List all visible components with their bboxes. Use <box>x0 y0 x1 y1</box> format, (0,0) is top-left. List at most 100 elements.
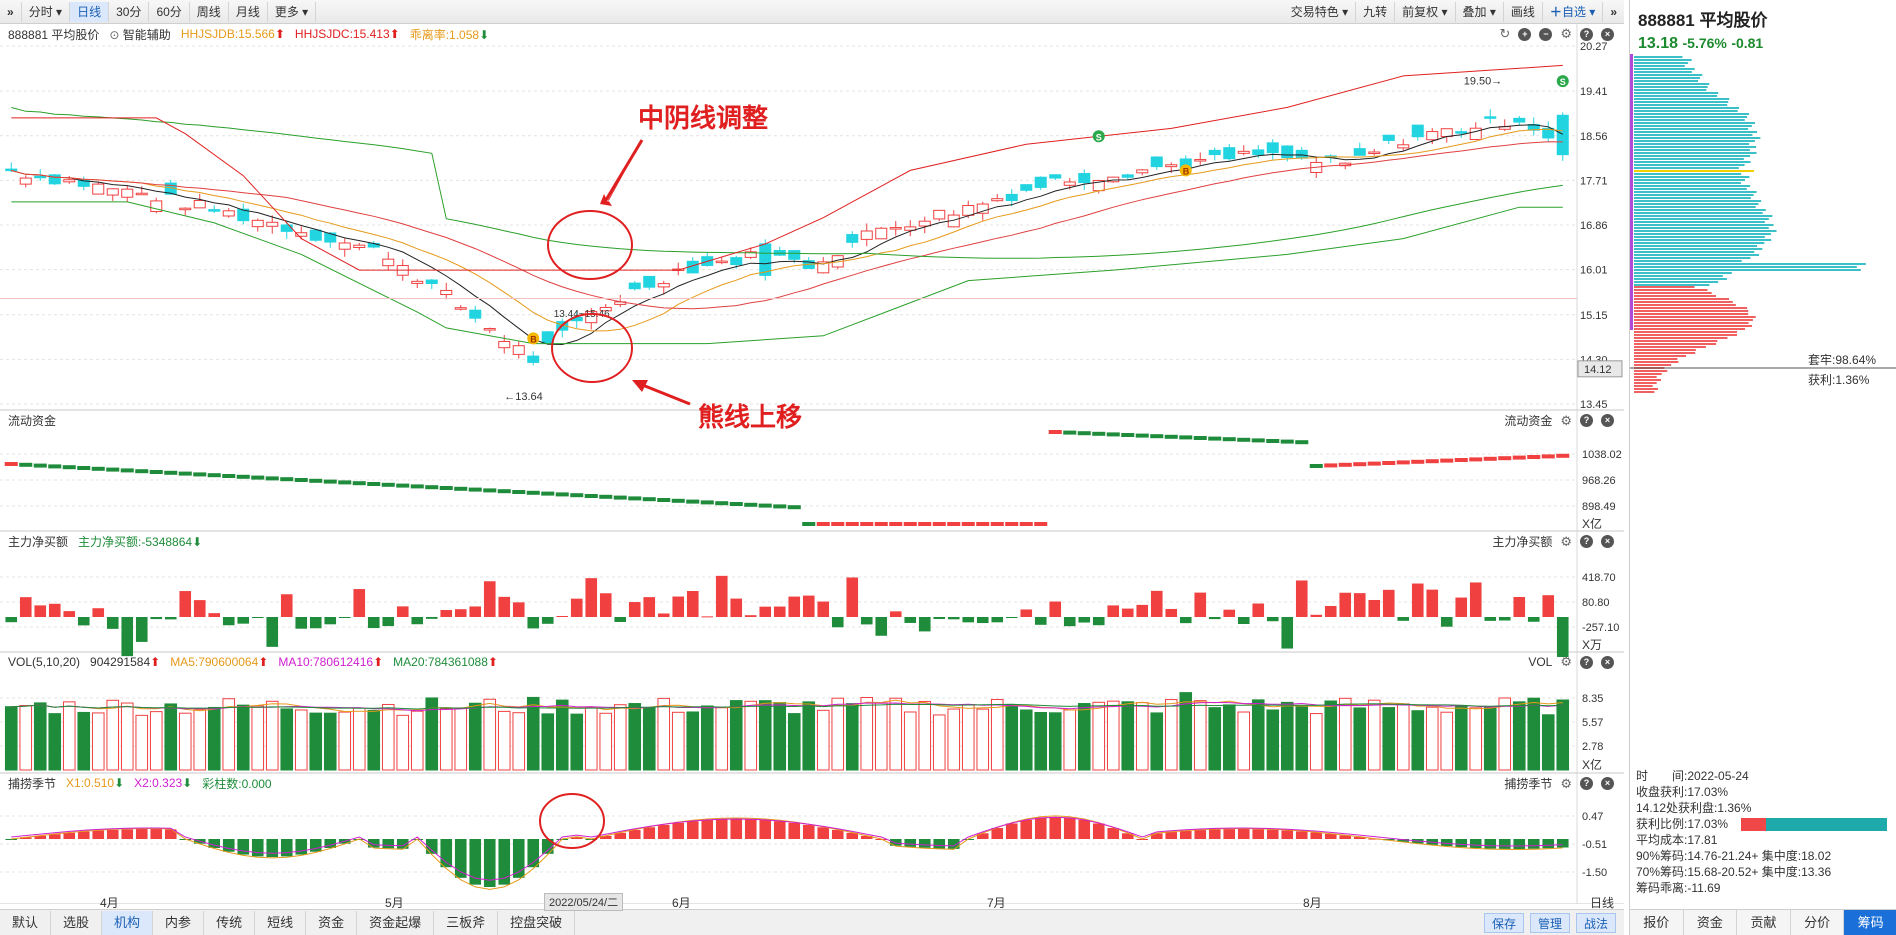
settings-icon[interactable]: ⚙ <box>1560 412 1572 428</box>
close-icon[interactable]: × <box>1601 535 1614 548</box>
candle-down <box>1353 148 1366 156</box>
trade-feature-menu[interactable]: 交易特色 ▾ <box>1284 1 1357 22</box>
tab-more[interactable]: 更多 ▾ <box>268 1 317 22</box>
season-bar <box>730 819 743 839</box>
zoom-out-icon[interactable]: − <box>1539 27 1553 41</box>
mainforce-bar <box>1353 593 1366 617</box>
close-icon[interactable]: × <box>1601 655 1614 669</box>
tab-capital[interactable]: 资金 <box>1684 910 1738 935</box>
help-icon[interactable]: ? <box>1580 777 1593 790</box>
refresh-icon[interactable]: ↻ <box>1499 26 1511 41</box>
settings-icon[interactable]: ⚙ <box>1560 26 1572 41</box>
tab-funds[interactable]: 资金 <box>306 910 358 935</box>
season-bar <box>92 830 105 839</box>
volume-bar <box>1483 706 1497 771</box>
candles-group <box>5 109 1569 366</box>
chip-bar-profit <box>1634 221 1765 223</box>
tab-price-distribution[interactable]: 分价 <box>1791 910 1845 935</box>
tab-traditional[interactable]: 传统 <box>204 910 256 935</box>
liquidity-bar <box>889 522 903 526</box>
add-watchlist-button[interactable]: ＋自选 ▾ <box>1543 1 1604 22</box>
profit-ratio-bar <box>1741 818 1887 831</box>
close-icon[interactable]: × <box>1601 777 1614 790</box>
tab-quote[interactable]: 报价 <box>1630 910 1684 935</box>
tab-30min[interactable]: 30分 <box>109 1 150 22</box>
liquidity-bar <box>1005 522 1019 526</box>
help-icon[interactable]: ? <box>1580 27 1593 41</box>
tab-three-axes[interactable]: 三板斧 <box>434 910 499 935</box>
strategy-button[interactable]: 战法 <box>1575 912 1616 933</box>
tab-default[interactable]: 默认 <box>0 910 52 935</box>
close-icon[interactable]: × <box>1601 414 1614 427</box>
liquidity-bar <box>178 471 192 476</box>
chip-bar-profit <box>1634 218 1769 220</box>
info-time: 时 间:2022-05-24 <box>1636 769 1749 783</box>
chip-bar-trapped <box>1634 292 1712 294</box>
volume-title: VOL(5,10,20) <box>8 655 81 669</box>
tab-shortline[interactable]: 短线 <box>255 910 307 935</box>
chip-bar-trapped <box>1634 385 1653 387</box>
tab-fund-burst[interactable]: 资金起爆 <box>357 910 435 935</box>
tab-institution[interactable]: 机构 <box>102 910 154 935</box>
season-bar <box>454 839 467 878</box>
mainforce-bar <box>1455 597 1468 617</box>
help-icon[interactable]: ? <box>1580 414 1593 427</box>
adjust-menu[interactable]: 前复权 ▾ <box>1395 1 1456 22</box>
save-button[interactable]: 保存 <box>1483 912 1524 933</box>
season-bar <box>1078 819 1091 839</box>
help-icon[interactable]: ? <box>1580 535 1593 548</box>
jiuzhuan-button[interactable]: 九转 <box>1356 1 1396 22</box>
liquidity-tick: 1038.02 <box>1582 449 1622 461</box>
chip-bar-trapped <box>1634 355 1687 357</box>
draw-line-button[interactable]: 画线 <box>1504 1 1543 22</box>
manage-button[interactable]: 管理 <box>1529 912 1570 933</box>
candle-up <box>860 230 873 240</box>
y-tick-label: 16.86 <box>1580 220 1608 232</box>
volume-bar <box>947 708 961 771</box>
settings-icon[interactable]: ⚙ <box>1560 654 1572 669</box>
liquidity-bar <box>497 489 511 494</box>
help-icon[interactable]: ? <box>1580 655 1593 669</box>
mainforce-bar <box>1223 609 1236 617</box>
liquidity-bar <box>628 496 642 501</box>
mainforce-bar <box>875 617 888 636</box>
liquidity-bar <box>686 499 700 504</box>
chip-bar-profit <box>1634 101 1729 103</box>
volume-bar <box>1469 707 1483 771</box>
volume-bar <box>91 712 105 771</box>
annotation-circle-bottom <box>551 313 633 383</box>
liquidity-bar <box>48 464 62 469</box>
chip-bar-trapped <box>1634 352 1696 354</box>
annotation-arrow-top-line <box>604 139 644 201</box>
liquidity-bar <box>570 493 584 498</box>
overlay-menu[interactable]: 叠加 ▾ <box>1456 1 1504 22</box>
tab-60min[interactable]: 60分 <box>149 1 190 22</box>
tab-daily[interactable]: 日线 <box>70 1 110 22</box>
tab-monthly[interactable]: 月线 <box>229 1 268 22</box>
volume-bar <box>1106 700 1120 771</box>
zoom-in-icon[interactable]: + <box>1518 27 1532 41</box>
collapse-icon[interactable]: » <box>0 1 22 22</box>
settings-icon[interactable]: ⚙ <box>1560 533 1572 549</box>
candle-down <box>1513 117 1526 123</box>
settings-icon[interactable]: ⚙ <box>1560 775 1572 791</box>
tab-control-break[interactable]: 控盘突破 <box>498 910 576 935</box>
tab-stock-select[interactable]: 选股 <box>51 910 103 935</box>
close-icon[interactable]: × <box>1601 27 1614 41</box>
candle-up <box>266 221 279 227</box>
expand-icon[interactable]: » <box>1610 4 1617 19</box>
candle-down <box>77 179 90 187</box>
tab-chips[interactable]: 筹码 <box>1844 910 1896 935</box>
candle-up <box>498 340 511 349</box>
mainforce-bar <box>34 605 47 617</box>
chart-area[interactable]: 20.2719.4118.5617.7116.8616.0115.1514.30… <box>0 24 1624 904</box>
mainforce-bar <box>831 617 844 628</box>
tab-contribution[interactable]: 贡献 <box>1737 910 1791 935</box>
assist-toggle[interactable]: ⊙ 智能辅助 <box>109 27 171 42</box>
tab-fenshi[interactable]: 分时 ▾ <box>22 1 71 22</box>
mainforce-bar <box>556 615 569 617</box>
liquidity-bar <box>1179 435 1193 440</box>
season-bar <box>904 839 917 847</box>
tab-insider[interactable]: 内参 <box>153 910 205 935</box>
tab-weekly[interactable]: 周线 <box>190 1 229 22</box>
